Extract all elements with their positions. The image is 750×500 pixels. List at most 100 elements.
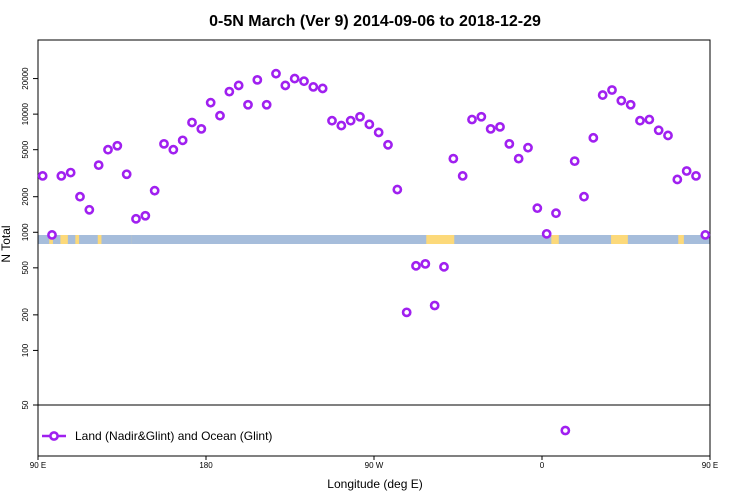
data-point: [75, 191, 85, 202]
data-point: [663, 130, 673, 141]
data-point: [625, 99, 636, 110]
data-point: [271, 68, 281, 79]
data-point: [495, 121, 505, 132]
data-point: [541, 228, 552, 239]
data-point: [140, 210, 151, 221]
ocean-segment: [131, 235, 427, 244]
y-axis-label: N Total: [0, 225, 13, 262]
y-tick-label: 20000: [21, 67, 30, 90]
x-tick-label: 90 E: [702, 461, 718, 470]
legend-swatch-marker: [49, 431, 59, 441]
data-point: [289, 73, 300, 84]
data-point: [485, 123, 496, 134]
legend: Land (Nadir&Glint) and Ocean (Glint): [42, 429, 272, 443]
data-point: [280, 80, 291, 91]
data-point: [448, 153, 459, 164]
data-point: [149, 185, 160, 196]
plot-frame: [37, 39, 711, 457]
data-point: [93, 160, 104, 171]
chart-title: 0-5N March (Ver 9) 2014-09-06 to 2018-12…: [209, 13, 541, 30]
y-tick-label: 10000: [21, 102, 30, 125]
data-point: [56, 171, 67, 181]
data-point: [681, 166, 692, 176]
legend-label: Land (Nadir&Glint) and Ocean (Glint): [75, 429, 272, 443]
data-point: [635, 115, 645, 126]
data-point: [644, 114, 655, 125]
data-point: [345, 115, 356, 126]
ocean-segment: [67, 235, 76, 244]
data-point: [84, 204, 95, 215]
ocean-segment: [101, 235, 132, 244]
data-point: [103, 144, 113, 155]
data-point: [327, 115, 337, 126]
data-point: [513, 153, 524, 164]
data-point: [607, 85, 617, 95]
plot-area: [37, 39, 711, 457]
y-axis: 50 100 200 500 1000 2000 5000 10000 20000: [21, 67, 38, 409]
x-tick-label: 0: [540, 461, 545, 470]
data-point: [523, 142, 533, 153]
data-point: [47, 230, 57, 240]
data-point: [653, 125, 664, 136]
data-point: [233, 80, 244, 91]
data-point: [551, 208, 561, 219]
ocean-segment: [454, 235, 552, 244]
data-point: [196, 123, 207, 134]
ocean-segment: [79, 235, 98, 244]
data-point: [299, 76, 309, 87]
data-point: [243, 99, 253, 110]
y-tick-label: 200: [21, 308, 30, 322]
data-point: [411, 260, 421, 271]
y-tick-label: 2000: [21, 187, 30, 205]
data-point: [373, 127, 384, 138]
data-point: [187, 117, 197, 128]
x-tick-label: 180: [199, 461, 213, 470]
ocean-segment: [558, 235, 612, 244]
data-point: [121, 169, 132, 180]
data-point: [439, 261, 449, 272]
x-axis-label: Longitude (deg E): [327, 477, 422, 491]
data-point: [420, 258, 431, 269]
ocean-segments: [38, 235, 710, 244]
data-point: [308, 82, 319, 92]
x-tick-label: 90 W: [365, 461, 384, 470]
data-point: [364, 119, 375, 130]
data-point: [579, 191, 589, 202]
data-point: [112, 140, 123, 151]
ocean-segment: [627, 235, 679, 244]
x-axis: 90 E 180 90 W 0 90 E: [30, 456, 718, 470]
data-point: [616, 95, 627, 106]
data-point: [429, 300, 440, 311]
y-tick-label: 500: [21, 261, 30, 275]
data-point: [476, 111, 487, 122]
data-point: [597, 90, 608, 100]
y-tick-label: 50: [21, 400, 30, 409]
data-point: [588, 132, 599, 143]
data-point: [691, 171, 701, 181]
data-point: [177, 135, 188, 146]
data-point: [355, 111, 365, 122]
data-point: [252, 74, 263, 85]
data-point: [569, 156, 580, 167]
data-point: [224, 86, 235, 97]
data-point: [672, 174, 683, 185]
data-points: [37, 68, 711, 436]
data-point: [383, 139, 393, 150]
y-tick-label: 100: [21, 343, 30, 357]
ocean-segment: [52, 235, 61, 244]
data-point: [168, 144, 179, 155]
data-point: [467, 114, 477, 125]
data-point: [457, 171, 468, 181]
data-point: [261, 99, 272, 110]
y-tick-label: 1000: [21, 223, 30, 241]
data-point: [401, 307, 412, 318]
data-point: [37, 171, 48, 181]
x-tick-label: 90 E: [30, 461, 46, 470]
data-point: [215, 110, 225, 121]
data-point: [504, 138, 515, 149]
y-tick-label: 5000: [21, 140, 30, 158]
data-point: [392, 184, 403, 195]
ocean-segment: [38, 235, 50, 244]
data-point: [65, 167, 76, 178]
